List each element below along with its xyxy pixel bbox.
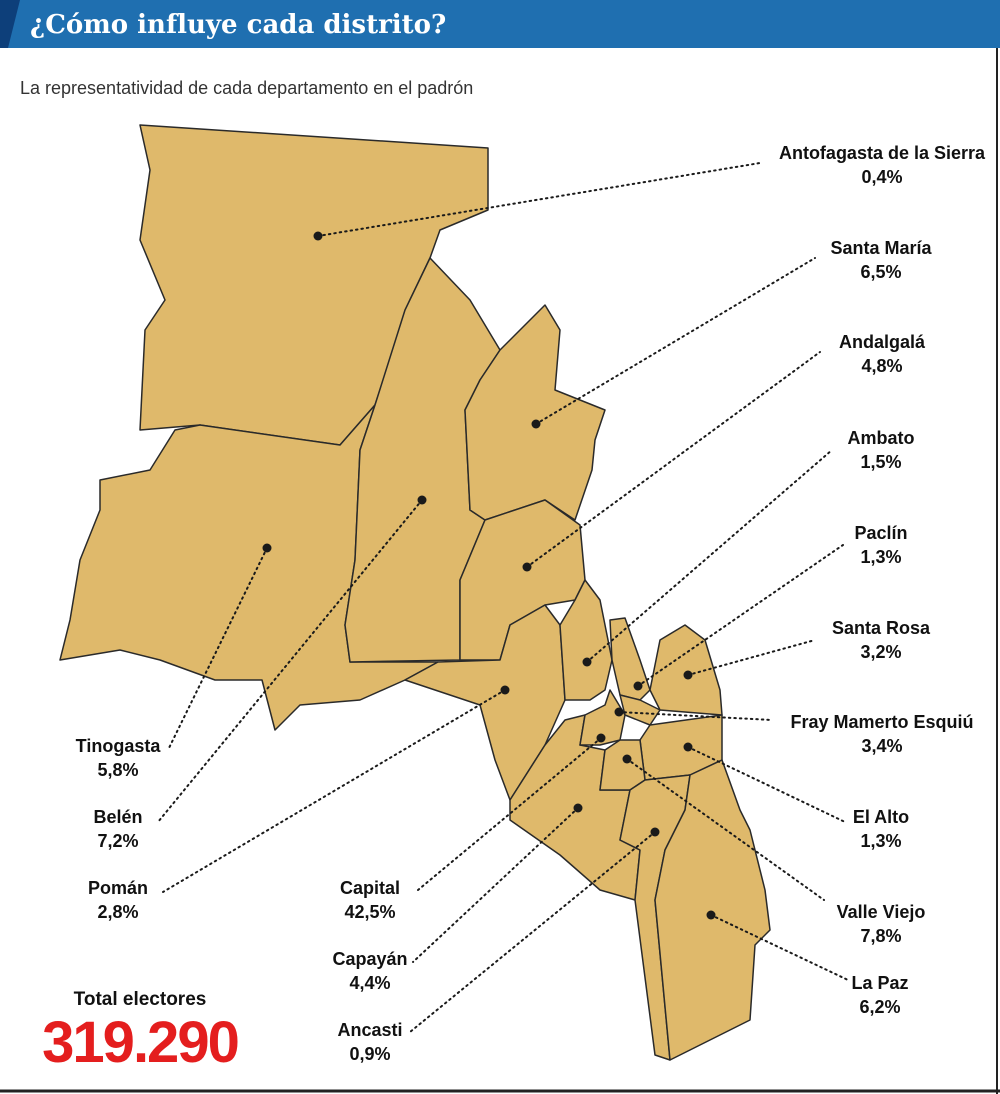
dot (633, 681, 643, 691)
dot (522, 562, 532, 572)
map (59, 124, 771, 1061)
district (599, 739, 646, 791)
district-share: 1,5% (860, 452, 901, 472)
dot (596, 733, 606, 743)
dot (614, 707, 624, 717)
leaders (157, 162, 849, 1033)
district-name: El Alto (853, 807, 909, 827)
leader-line (317, 162, 761, 237)
leader-line (526, 351, 821, 568)
district-name: Capital (340, 878, 400, 898)
dot (706, 910, 716, 920)
leader-line (162, 689, 506, 893)
district-name: Valle Viejo (837, 902, 926, 922)
district-name: Santa María (830, 238, 932, 258)
district-name: Tinogasta (76, 736, 162, 756)
district-share: 6,5% (860, 262, 901, 282)
dot (313, 231, 323, 241)
district-name: Belén (93, 807, 142, 827)
district-share: 7,2% (97, 831, 138, 851)
district-share: 7,8% (860, 926, 901, 946)
district-name: Capayán (332, 949, 407, 969)
district (464, 304, 606, 521)
district (609, 617, 651, 701)
district-name: Fray Mamerto Esquiú (790, 712, 973, 732)
district-name: Ambato (848, 428, 915, 448)
district-share: 2,8% (97, 902, 138, 922)
district-share: 3,2% (860, 642, 901, 662)
total-value: 319.290 (42, 1010, 238, 1075)
district (579, 689, 626, 746)
leader-line (417, 737, 602, 891)
dot (573, 803, 583, 813)
title: ¿Cómo influye cada distrito? (30, 10, 446, 40)
leader-line (710, 914, 849, 981)
district-name: Paclín (854, 523, 907, 543)
leader-line (535, 257, 816, 425)
district-share: 0,9% (349, 1044, 390, 1064)
subtitle: La representatividad de cada departament… (20, 78, 473, 98)
leader-line (409, 831, 656, 1033)
district-share: 1,3% (860, 831, 901, 851)
district-name: Andalgalá (839, 332, 926, 352)
district (654, 759, 771, 1061)
leader-line (687, 746, 846, 823)
district-name: Pomán (88, 878, 148, 898)
leader-line (618, 711, 773, 721)
dot (683, 742, 693, 752)
total-label: Total electores (74, 989, 207, 1010)
dot (650, 827, 660, 837)
district-name: La Paz (851, 973, 908, 993)
header-accent (0, 0, 20, 48)
leader-line (687, 639, 816, 676)
dot (500, 685, 510, 695)
leader-line (626, 758, 825, 901)
district-name: Santa Rosa (832, 618, 931, 638)
district-share: 4,8% (861, 356, 902, 376)
leader-line (167, 547, 268, 751)
district-share: 6,2% (859, 997, 900, 1017)
district-name: Antofagasta de la Sierra (779, 143, 986, 163)
leader-line (412, 807, 579, 963)
district-share: 4,4% (349, 973, 390, 993)
dot (622, 754, 632, 764)
district-share: 1,3% (860, 547, 901, 567)
dot (683, 670, 693, 680)
district-share: 42,5% (344, 902, 395, 922)
district-share: 5,8% (97, 760, 138, 780)
labels: Antofagasta de la Sierra 0,4% Santa Marí… (76, 143, 986, 1064)
dot (262, 543, 272, 553)
district-name: Ancasti (337, 1020, 402, 1040)
dots (262, 231, 716, 920)
leader-line (157, 499, 423, 823)
dot (417, 495, 427, 505)
header-bar (0, 0, 1000, 48)
dot (531, 419, 541, 429)
leader-line (586, 449, 833, 663)
district-share: 0,4% (861, 167, 902, 187)
district-share: 3,4% (861, 736, 902, 756)
dot (582, 657, 592, 667)
district (649, 624, 723, 716)
